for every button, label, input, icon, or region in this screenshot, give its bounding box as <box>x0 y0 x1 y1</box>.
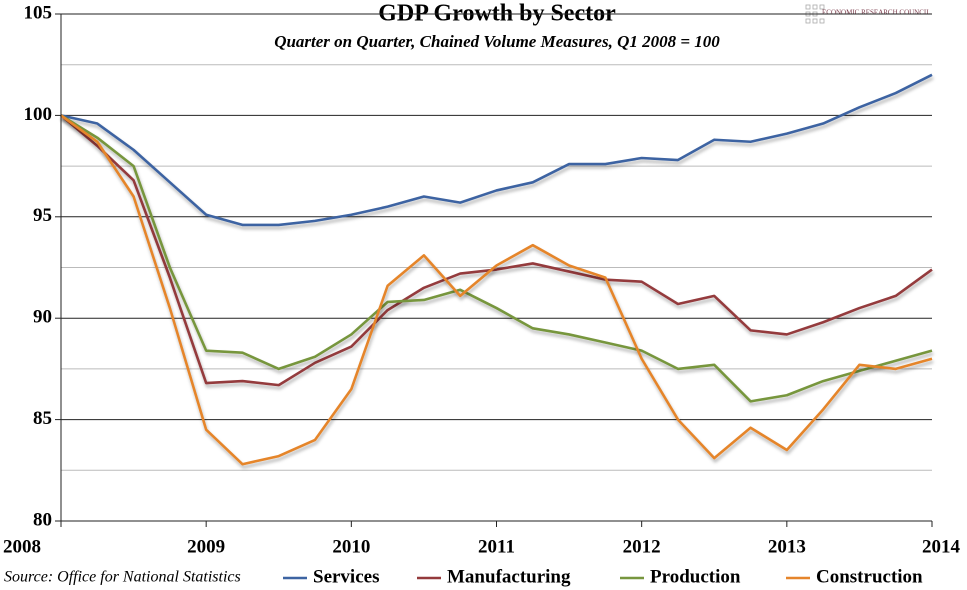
legend-label: Construction <box>816 566 923 587</box>
x-tick-label: 2013 <box>768 536 806 557</box>
x-tick-label: 2008 <box>3 536 41 557</box>
x-tick-label: 2014 <box>922 536 961 557</box>
y-tick-label: 105 <box>24 2 53 23</box>
series-line <box>60 114 933 387</box>
x-tick-label: 2011 <box>478 536 515 557</box>
x-tick-label: 2010 <box>332 536 370 557</box>
source-note: Source: Office for National Statistics <box>4 569 241 586</box>
legend-label: Manufacturing <box>447 566 571 587</box>
series-line <box>60 73 933 227</box>
logo-text: ECONOMIC RESEARCH COUNCIL <box>822 9 931 17</box>
grid <box>61 13 932 522</box>
chart-subtitle: Quarter on Quarter, Chained Volume Measu… <box>274 32 720 51</box>
series-line <box>60 114 933 466</box>
series-line <box>60 114 933 403</box>
x-tick-label: 2009 <box>187 536 225 557</box>
axes: 80 85 90 95 100 105 2008 2009 2010 2011 2012 2013 20… <box>3 2 961 557</box>
logo <box>805 4 825 24</box>
x-tick-label: 2012 <box>623 536 661 557</box>
lines <box>60 73 933 466</box>
y-tick-label: 85 <box>33 408 52 429</box>
legend-label: Production <box>650 566 741 587</box>
y-tick-label: 90 <box>33 307 52 328</box>
legend-label: Services <box>313 566 379 587</box>
y-tick-label: 100 <box>24 104 53 125</box>
y-tick-label: 80 <box>33 509 52 530</box>
y-tick-label: 95 <box>33 205 52 226</box>
